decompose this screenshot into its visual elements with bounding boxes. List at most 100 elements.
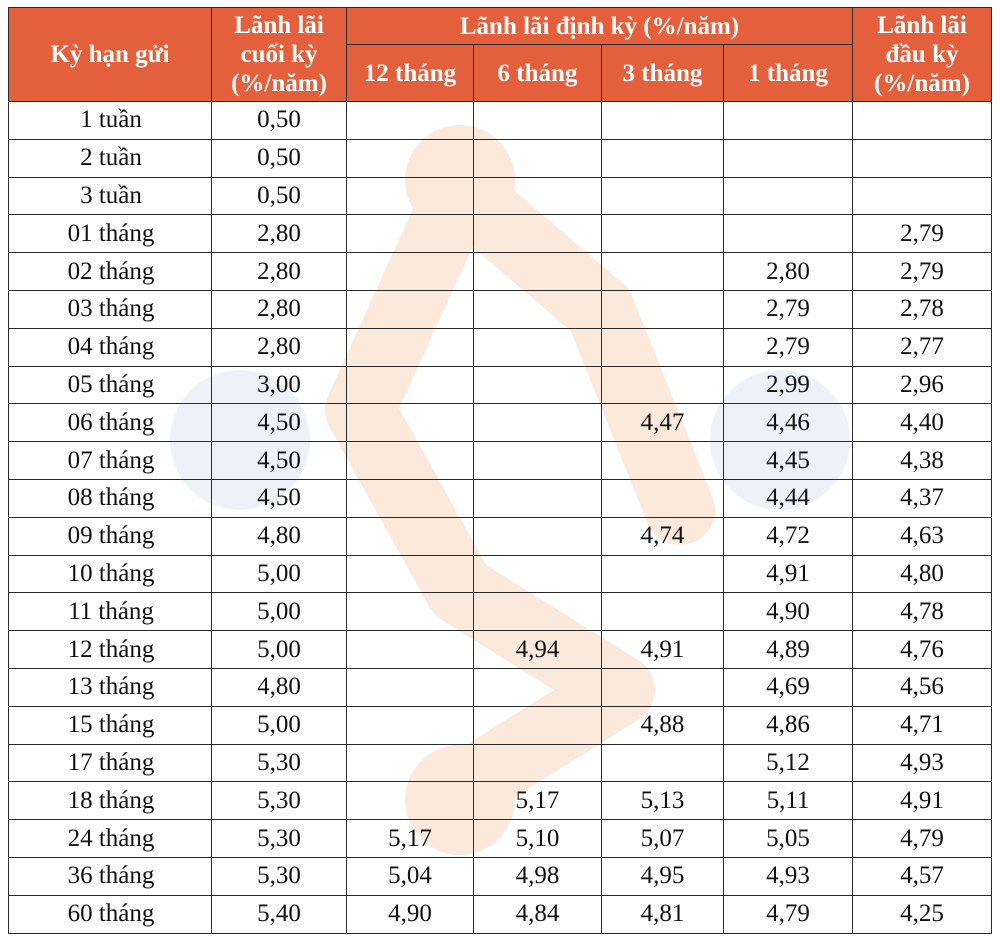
period-12-cell bbox=[346, 705, 474, 745]
period-6-cell bbox=[473, 252, 602, 291]
start-of-term-cell: 4,40 bbox=[852, 403, 992, 443]
period-3-cell bbox=[601, 441, 724, 480]
header-period-6: 6 tháng bbox=[473, 44, 602, 102]
start-of-term-cell: 4,71 bbox=[852, 705, 992, 745]
table-row: 13 tháng 4,80 4,69 4,56 bbox=[8, 667, 992, 707]
table-row: 04 tháng 2,80 2,79 2,77 bbox=[8, 327, 992, 367]
table-row: 17 tháng 5,30 5,12 4,93 bbox=[8, 743, 992, 783]
start-of-term-cell: 2,78 bbox=[852, 289, 992, 329]
period-12-cell bbox=[346, 743, 474, 783]
header-term: Kỳ hạn gửi bbox=[8, 7, 212, 102]
period-6-cell bbox=[473, 554, 602, 594]
period-12-cell bbox=[346, 403, 474, 443]
period-3-cell: 5,07 bbox=[601, 819, 724, 858]
table-row: 11 tháng 5,00 4,90 4,78 bbox=[8, 592, 992, 632]
end-of-term-cell: 5,30 bbox=[211, 781, 347, 821]
period-6-cell bbox=[473, 705, 602, 745]
end-of-term-cell: 5,30 bbox=[211, 819, 347, 858]
period-1-cell bbox=[723, 101, 853, 140]
table-row: 18 tháng 5,30 5,17 5,13 5,11 4,91 bbox=[8, 781, 992, 821]
period-3-cell: 4,47 bbox=[601, 403, 724, 443]
start-of-term-cell: 4,91 bbox=[852, 781, 992, 821]
table-row: 06 tháng 4,50 4,47 4,46 4,40 bbox=[8, 403, 992, 443]
period-12-cell bbox=[346, 365, 474, 405]
start-of-term-cell: 4,57 bbox=[852, 856, 992, 896]
table-row: 3 tuần 0,50 bbox=[8, 176, 992, 216]
header-period-3: 3 tháng bbox=[601, 44, 724, 102]
term-cell: 07 tháng bbox=[8, 441, 212, 480]
term-cell: 09 tháng bbox=[8, 516, 212, 556]
end-of-term-cell: 5,00 bbox=[211, 554, 347, 594]
table-row: 12 tháng 5,00 4,94 4,91 4,89 4,76 bbox=[8, 630, 992, 669]
period-12-cell: 5,17 bbox=[346, 819, 474, 858]
period-6-cell bbox=[473, 214, 602, 254]
start-of-term-cell: 4,80 bbox=[852, 554, 992, 594]
start-of-term-cell bbox=[852, 138, 992, 178]
table-row: 60 tháng 5,40 4,90 4,84 4,81 4,79 4,25 bbox=[8, 894, 992, 934]
period-1-cell: 4,90 bbox=[723, 592, 853, 632]
end-of-term-cell: 4,80 bbox=[211, 667, 347, 707]
period-3-cell bbox=[601, 592, 724, 632]
period-3-cell bbox=[601, 667, 724, 707]
period-3-cell: 4,91 bbox=[601, 630, 724, 669]
term-cell: 36 tháng bbox=[8, 856, 212, 896]
period-1-cell: 4,45 bbox=[723, 441, 853, 480]
period-3-cell bbox=[601, 289, 724, 329]
period-1-cell bbox=[723, 138, 853, 178]
period-12-cell bbox=[346, 667, 474, 707]
header-end-of-term: Lãnh lãi cuối kỳ (%/năm) bbox=[211, 7, 347, 102]
start-of-term-cell: 4,93 bbox=[852, 743, 992, 783]
end-of-term-cell: 5,30 bbox=[211, 743, 347, 783]
period-12-cell bbox=[346, 478, 474, 518]
end-of-term-cell: 2,80 bbox=[211, 327, 347, 367]
table-row: 08 tháng 4,50 4,44 4,37 bbox=[8, 478, 992, 518]
start-of-term-cell bbox=[852, 176, 992, 216]
period-12-cell bbox=[346, 101, 474, 140]
start-of-term-cell: 4,76 bbox=[852, 630, 992, 669]
table-row: 36 tháng 5,30 5,04 4,98 4,95 4,93 4,57 bbox=[8, 856, 992, 896]
period-6-cell bbox=[473, 478, 602, 518]
period-1-cell: 4,89 bbox=[723, 630, 853, 669]
period-3-cell bbox=[601, 327, 724, 367]
end-of-term-cell: 2,80 bbox=[211, 252, 347, 291]
period-1-cell: 2,79 bbox=[723, 289, 853, 329]
period-12-cell bbox=[346, 781, 474, 821]
period-12-cell: 5,04 bbox=[346, 856, 474, 896]
end-of-term-cell: 4,50 bbox=[211, 403, 347, 443]
period-12-cell bbox=[346, 289, 474, 329]
term-cell: 03 tháng bbox=[8, 289, 212, 329]
start-of-term-cell: 2,77 bbox=[852, 327, 992, 367]
end-of-term-cell: 2,80 bbox=[211, 289, 347, 329]
period-3-cell: 4,88 bbox=[601, 705, 724, 745]
period-3-cell bbox=[601, 554, 724, 594]
period-3-cell bbox=[601, 138, 724, 178]
end-of-term-cell: 5,40 bbox=[211, 894, 347, 934]
start-of-term-cell bbox=[852, 101, 992, 140]
period-12-cell bbox=[346, 327, 474, 367]
table-row: 24 tháng 5,30 5,17 5,10 5,07 5,05 4,79 bbox=[8, 819, 992, 858]
period-12-cell bbox=[346, 138, 474, 178]
end-of-term-cell: 0,50 bbox=[211, 138, 347, 178]
period-1-cell: 2,79 bbox=[723, 327, 853, 367]
period-6-cell: 4,98 bbox=[473, 856, 602, 896]
period-6-cell bbox=[473, 138, 602, 178]
period-3-cell bbox=[601, 214, 724, 254]
start-of-term-cell: 2,96 bbox=[852, 365, 992, 405]
header-periodic: Lãnh lãi định kỳ (%/năm) bbox=[346, 7, 853, 45]
header-period-12: 12 tháng bbox=[346, 44, 474, 102]
period-6-cell bbox=[473, 441, 602, 480]
period-1-cell: 5,05 bbox=[723, 819, 853, 858]
period-1-cell: 4,93 bbox=[723, 856, 853, 896]
header-period-1: 1 tháng bbox=[723, 44, 853, 102]
term-cell: 60 tháng bbox=[8, 894, 212, 934]
table-row: 15 tháng 5,00 4,88 4,86 4,71 bbox=[8, 705, 992, 745]
interest-rate-table: Kỳ hạn gửi Lãnh lãi cuối kỳ (%/năm) Lãnh l… bbox=[8, 7, 992, 934]
period-12-cell bbox=[346, 516, 474, 556]
period-6-cell: 5,10 bbox=[473, 819, 602, 858]
period-12-cell bbox=[346, 554, 474, 594]
table-body: 1 tuần 0,50 2 tuần 0,50 3 tuần 0,50 01 tháng 2,… bbox=[8, 101, 992, 934]
period-1-cell: 4,86 bbox=[723, 705, 853, 745]
term-cell: 10 tháng bbox=[8, 554, 212, 594]
table-row: 10 tháng 5,00 4,91 4,80 bbox=[8, 554, 992, 594]
term-cell: 18 tháng bbox=[8, 781, 212, 821]
